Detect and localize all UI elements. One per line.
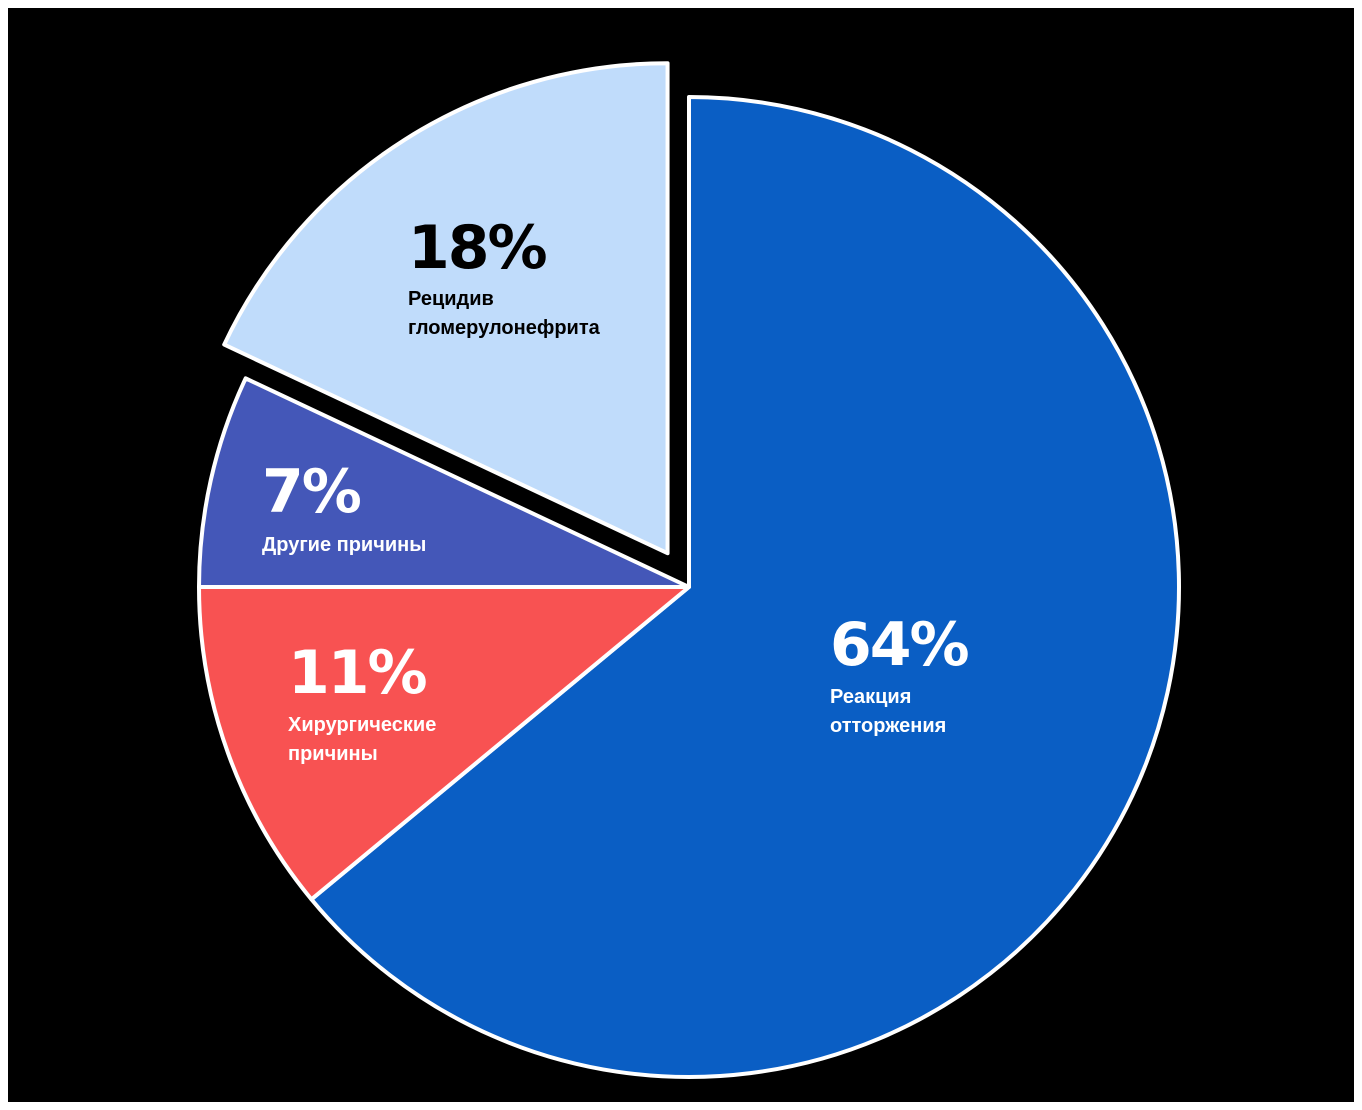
slice-name-label-4-line-1: Рецидив	[408, 288, 494, 310]
pie-labels: 64% Реакция отторжения 11% Хирургические прич…	[262, 213, 970, 765]
slice-name-label-4-line-2: гломерулонефрита	[408, 317, 601, 339]
slice-percent-label-1: 64%	[830, 610, 968, 680]
slice-name-label-2-line-2: причины	[288, 743, 378, 765]
pie-slices	[197, 61, 1181, 1079]
slice-percent-label-4: 18%	[408, 213, 546, 283]
pie-slice-4	[222, 61, 670, 556]
slice-percent-label-2: 11%	[288, 638, 426, 708]
slice-name-label-2-line-1: Хирургические	[288, 714, 436, 736]
slice-name-label-1-line-1: Реакция	[830, 686, 911, 708]
pie-slice-1	[309, 95, 1181, 1079]
slice-name-label-3-line-1: Другие причины	[262, 534, 426, 556]
pie-slice-3	[197, 376, 691, 589]
slice-name-label-1-line-2: отторжения	[830, 715, 946, 737]
pie-slice-2	[197, 585, 691, 902]
slice-percent-label-3: 7%	[262, 457, 361, 527]
